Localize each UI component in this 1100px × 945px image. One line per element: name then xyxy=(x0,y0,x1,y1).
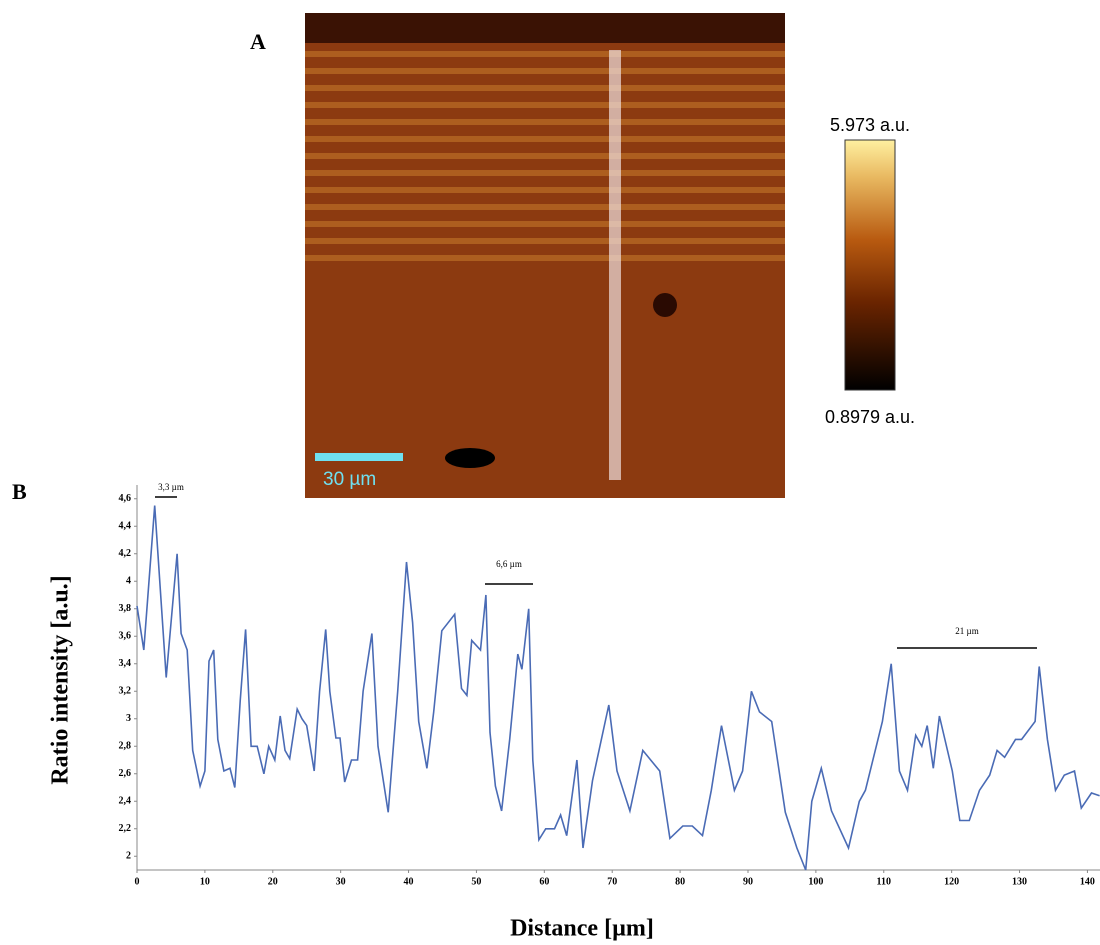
y-tick-label: 2 xyxy=(126,851,131,862)
x-tick-label: 30 xyxy=(336,876,346,887)
y-tick-label: 2,4 xyxy=(119,796,132,807)
annotation: 6,6 µm xyxy=(496,559,522,569)
x-tick-label: 40 xyxy=(404,876,414,887)
y-tick-label: 2,6 xyxy=(119,768,132,779)
y-tick-label: 3,8 xyxy=(119,603,132,614)
annotation: 3,3 µm xyxy=(158,482,184,492)
x-tick-label: 20 xyxy=(268,876,278,887)
y-tick-label: 4,4 xyxy=(119,521,132,532)
y-tick-label: 2,8 xyxy=(119,741,132,752)
panel-label: A xyxy=(250,29,266,54)
panel-label: B xyxy=(12,479,27,504)
y-tick-label: 3,4 xyxy=(119,658,132,669)
data-line xyxy=(136,505,1100,871)
y-tick-label: 4,6 xyxy=(119,493,132,504)
scale-bar xyxy=(315,453,403,461)
x-axis-label: Distance [µm] xyxy=(510,916,654,942)
x-tick-label: 130 xyxy=(1012,876,1027,887)
scale-bar-label: 30 µm xyxy=(323,469,376,490)
x-tick-label: 120 xyxy=(944,876,959,887)
x-tick-label: 0 xyxy=(135,876,140,887)
y-tick-label: 3 xyxy=(126,713,131,724)
x-tick-label: 140 xyxy=(1080,876,1095,887)
stripes xyxy=(305,50,785,270)
x-tick-label: 10 xyxy=(200,876,210,887)
y-tick-label: 3,2 xyxy=(119,686,132,697)
profile-line xyxy=(609,50,621,480)
colorbar xyxy=(844,139,896,391)
x-tick-label: 70 xyxy=(607,876,617,887)
colorbar-max: 5.973 a.u. xyxy=(830,115,910,135)
colorbar-min: 0.8979 a.u. xyxy=(825,407,915,427)
y-axis-label: Ratio intensity [a.u.] xyxy=(48,575,74,784)
spot xyxy=(653,293,677,317)
x-tick-label: 80 xyxy=(675,876,685,887)
y-tick-label: 4 xyxy=(126,576,131,587)
x-tick-label: 60 xyxy=(539,876,549,887)
line-chart: B Distance [µm] Ratio intensity [a.u.] 3… xyxy=(12,479,1100,942)
top-edge xyxy=(305,13,785,43)
y-tick-label: 3,6 xyxy=(119,631,132,642)
x-tick-label: 50 xyxy=(471,876,481,887)
y-tick-label: 4,2 xyxy=(119,548,132,559)
annotation: 21 µm xyxy=(955,626,978,636)
y-tick-label: 2,2 xyxy=(119,823,132,834)
image-panel: A 30 µm 5.973 a.u. 0.8979 a.u. xyxy=(250,13,915,498)
x-tick-label: 100 xyxy=(808,876,823,887)
x-tick-label: 90 xyxy=(743,876,753,887)
hole xyxy=(445,448,495,468)
x-tick-label: 110 xyxy=(877,876,891,887)
